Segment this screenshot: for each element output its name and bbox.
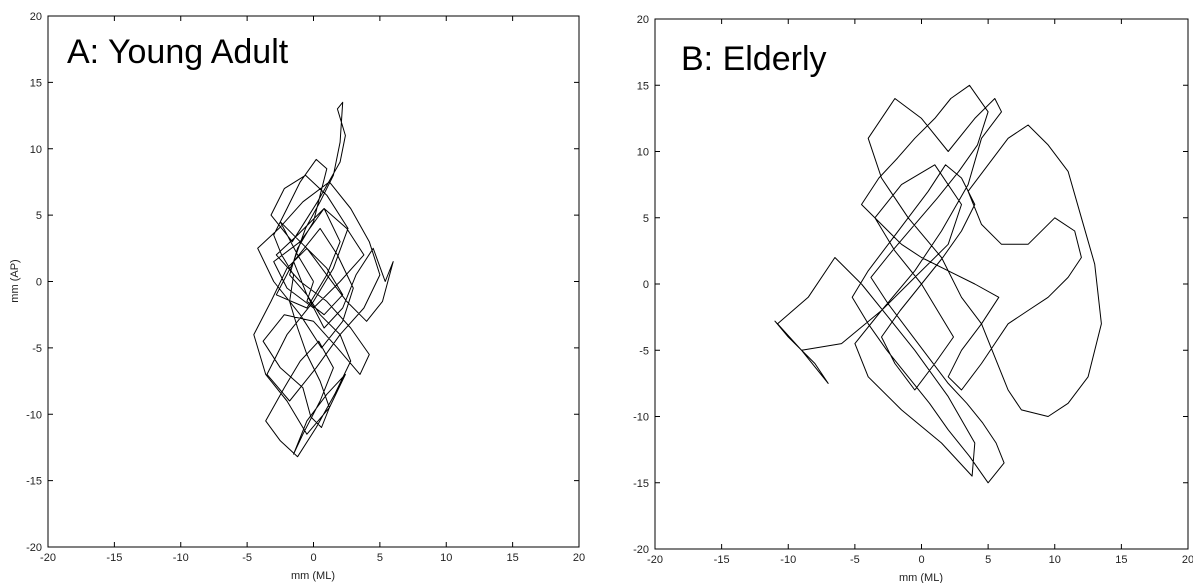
x-tick-label: -20 (40, 552, 56, 564)
x-tick-label: 0 (918, 554, 924, 566)
x-tick-label: 20 (1182, 554, 1193, 566)
y-tick-label: 10 (30, 144, 42, 156)
y-tick-label: 5 (643, 213, 649, 225)
y-tick-label: 20 (637, 14, 649, 26)
chart-panel-b: B: Elderly mm (ML) -20 -15 -10 -5 0 5 10 15 20 -2… (633, 14, 1193, 583)
y-tick-label: -15 (26, 476, 42, 488)
y-tick-label: 0 (36, 277, 42, 289)
x-tick-label: -15 (106, 552, 122, 564)
chart-title: B: Elderly (681, 40, 827, 78)
x-tick-label: 10 (440, 552, 452, 564)
y-tick-label: 15 (637, 80, 649, 92)
series-line (774, 84, 1102, 484)
y-tick-label: -15 (633, 478, 649, 490)
x-tick-label: -15 (714, 554, 730, 566)
y-tick-label: 5 (36, 210, 42, 222)
x-tick-label: 20 (573, 552, 585, 564)
y-tick-label: 20 (30, 11, 42, 23)
y-tick-label: -10 (633, 412, 649, 424)
y-tick-label: -5 (639, 345, 649, 357)
x-tick-label: 0 (310, 552, 316, 564)
y-tick-label: 15 (30, 77, 42, 89)
y-tick-label: -10 (26, 409, 42, 421)
y-tick-label: -20 (26, 542, 42, 554)
x-tick-label: -10 (780, 554, 796, 566)
x-tick-label: 15 (1115, 554, 1127, 566)
x-tick-label: 10 (1049, 554, 1061, 566)
x-axis-label: mm (ML) (899, 572, 943, 583)
x-tick-label: 5 (985, 554, 991, 566)
y-tick-label: -5 (32, 343, 42, 355)
y-tick-label: 0 (643, 279, 649, 291)
chart-title: A: Young Adult (67, 33, 289, 71)
series-line (253, 101, 394, 458)
y-tick-label: -20 (633, 544, 649, 556)
x-tick-label: -20 (647, 554, 663, 566)
x-tick-label: 15 (507, 552, 519, 564)
x-axis-label: mm (ML) (291, 570, 335, 582)
x-tick-label: -5 (242, 552, 252, 564)
x-tick-label: 5 (377, 552, 383, 564)
x-tick-label: -10 (173, 552, 189, 564)
y-tick-label: 10 (637, 147, 649, 159)
x-tick-label: -5 (850, 554, 860, 566)
y-axis-label: mm (AP) (9, 259, 21, 302)
chart-panel-a: A: Young Adult mm (ML) mm (AP) -20 -15 -10… (9, 11, 585, 582)
